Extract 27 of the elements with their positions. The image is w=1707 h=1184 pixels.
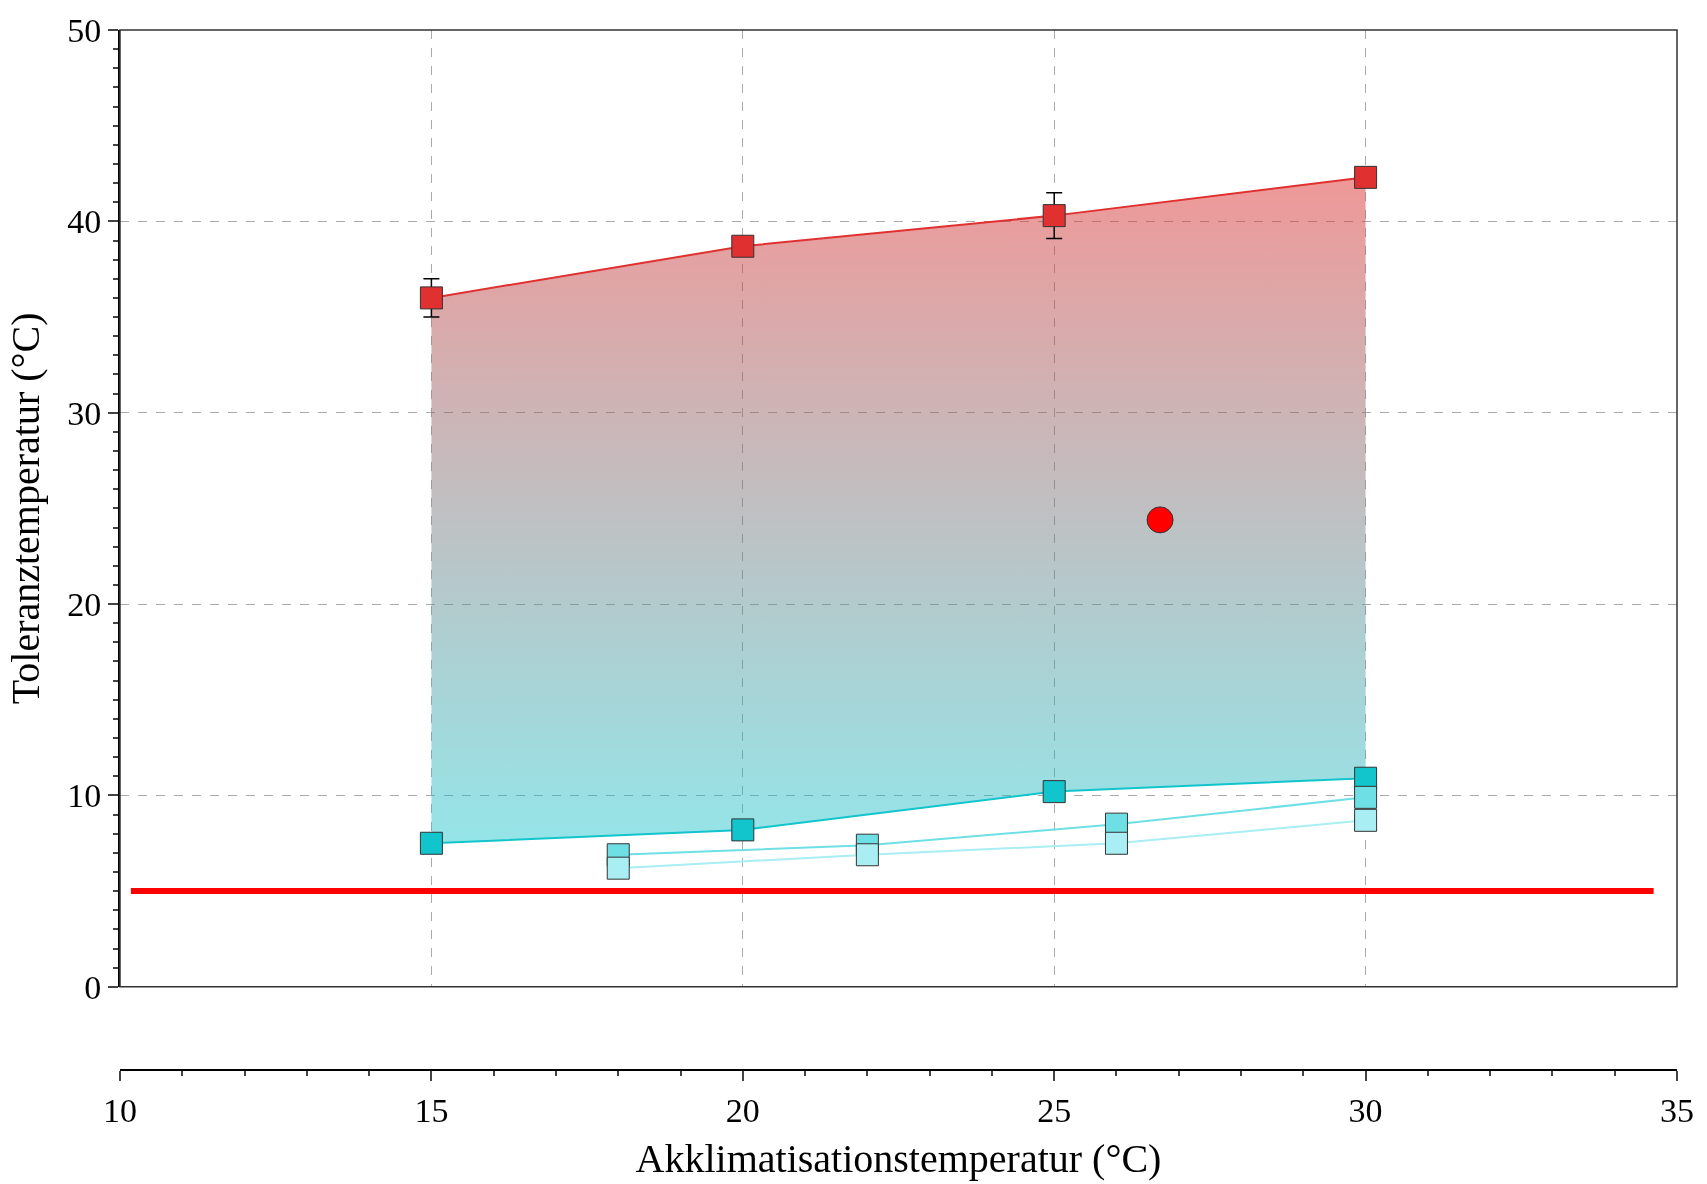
y-tick-label: 10: [67, 777, 102, 815]
point: [1104, 831, 1128, 855]
point: [419, 831, 443, 855]
x-tick-label: 35: [1660, 1091, 1694, 1129]
y-tick-label: 50: [67, 11, 102, 49]
y-tick-label: 40: [67, 203, 102, 241]
x-tick-label: 20: [725, 1091, 760, 1129]
point: [1354, 165, 1378, 189]
y-axis-title: Toleranztemperatur (°C): [3, 312, 49, 705]
point: [1354, 785, 1378, 809]
point: [855, 843, 879, 867]
point: [419, 286, 443, 310]
point: [606, 856, 630, 880]
point: [1042, 780, 1066, 804]
x-tick-label: 30: [1348, 1091, 1383, 1129]
y-tick-label: 30: [67, 394, 102, 432]
point: [1354, 808, 1378, 832]
x-axis-title: Akklimatisationstemperatur (°C): [635, 1135, 1162, 1181]
point: [1146, 506, 1174, 534]
y-tick-label: 20: [67, 585, 102, 623]
x-tick-label: 25: [1037, 1091, 1072, 1129]
y-tick-label: 0: [84, 968, 102, 1006]
x-tick-label: 15: [414, 1091, 449, 1129]
x-tick-label: 10: [103, 1091, 137, 1129]
point: [731, 818, 755, 842]
point: [731, 234, 755, 258]
point: [1042, 204, 1066, 228]
